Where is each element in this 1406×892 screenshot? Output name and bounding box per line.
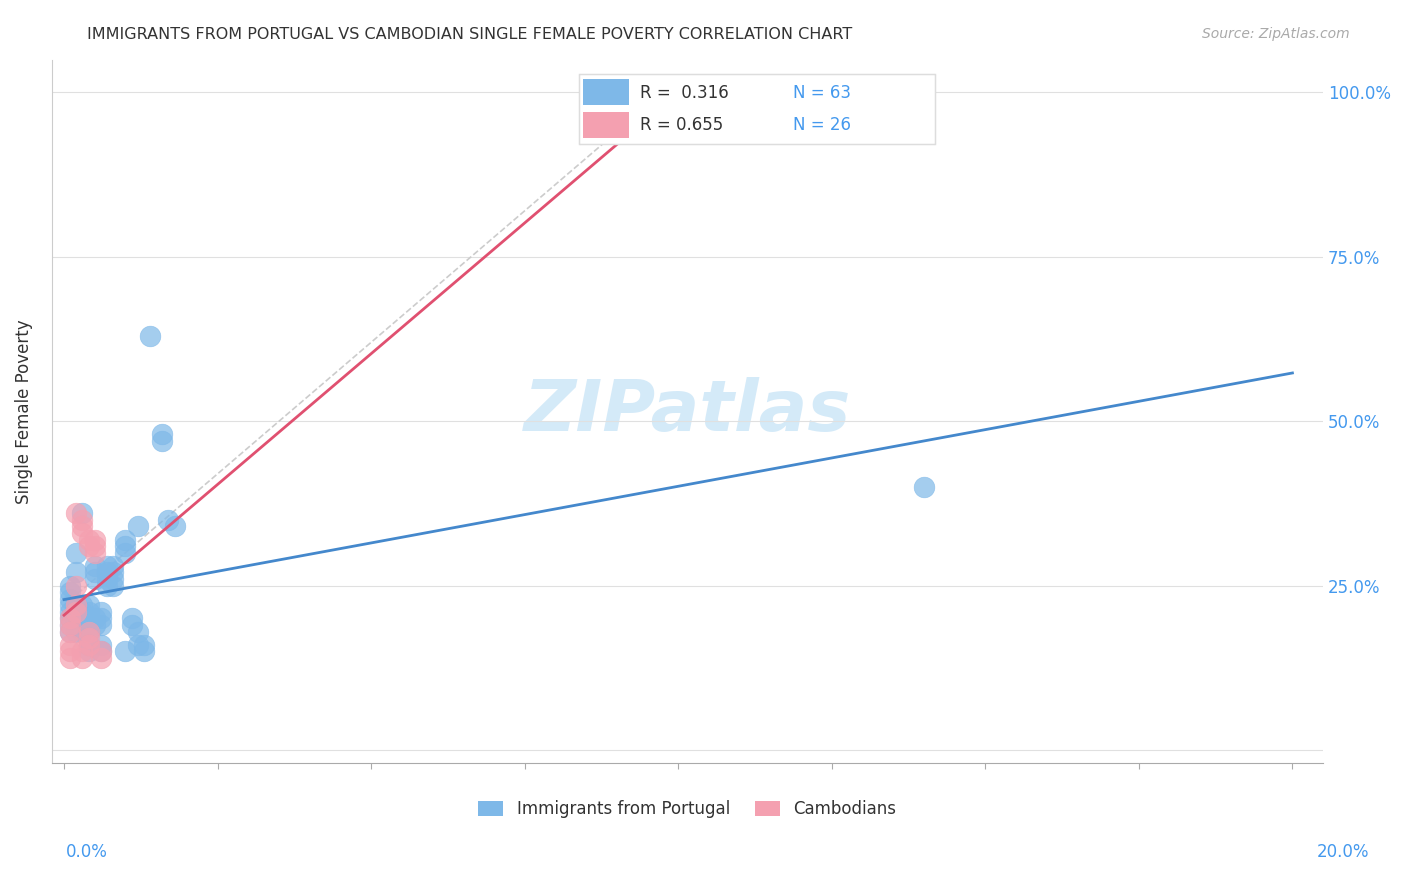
Point <box>150 434 173 448</box>
Point <box>72 624 94 639</box>
Point <box>77 618 100 632</box>
Point <box>65 624 87 639</box>
Point <box>114 644 136 658</box>
Point <box>90 651 112 665</box>
Point <box>912 480 935 494</box>
Point <box>96 566 118 580</box>
Point <box>65 611 87 625</box>
Point <box>83 539 105 553</box>
Point <box>101 579 124 593</box>
Text: Source: ZipAtlas.com: Source: ZipAtlas.com <box>1202 27 1350 41</box>
Point <box>65 579 87 593</box>
Point <box>59 644 82 658</box>
Point <box>77 611 100 625</box>
Point <box>83 558 105 573</box>
Point <box>101 558 124 573</box>
Point <box>127 519 149 533</box>
Point <box>72 618 94 632</box>
Point <box>114 533 136 547</box>
Point <box>59 605 82 619</box>
Point <box>59 585 82 599</box>
Point <box>90 611 112 625</box>
Point <box>127 638 149 652</box>
Point <box>77 539 100 553</box>
Point <box>77 631 100 645</box>
Text: 20.0%: 20.0% <box>1316 843 1369 861</box>
Point <box>90 605 112 619</box>
Point <box>72 599 94 613</box>
Point <box>101 566 124 580</box>
Point <box>72 644 94 658</box>
Point <box>90 644 112 658</box>
Point <box>77 644 100 658</box>
Point <box>132 638 155 652</box>
Point <box>114 546 136 560</box>
Point <box>72 611 94 625</box>
Point <box>83 566 105 580</box>
Point <box>59 638 82 652</box>
Point <box>59 618 82 632</box>
Text: ZIPatlas: ZIPatlas <box>524 376 851 446</box>
Point <box>101 572 124 586</box>
Text: 0.0%: 0.0% <box>66 843 108 861</box>
Point <box>121 618 143 632</box>
Point <box>150 427 173 442</box>
Point <box>83 546 105 560</box>
Point <box>59 651 82 665</box>
Point <box>121 611 143 625</box>
Point <box>114 539 136 553</box>
Point <box>59 591 82 606</box>
Point <box>59 624 82 639</box>
Point <box>132 644 155 658</box>
Point <box>72 526 94 541</box>
Text: IMMIGRANTS FROM PORTUGAL VS CAMBODIAN SINGLE FEMALE POVERTY CORRELATION CHART: IMMIGRANTS FROM PORTUGAL VS CAMBODIAN SI… <box>87 27 852 42</box>
Point <box>637 112 659 126</box>
Point <box>127 624 149 639</box>
Point <box>77 638 100 652</box>
Point <box>72 513 94 527</box>
Point <box>90 638 112 652</box>
Point <box>72 605 94 619</box>
Point <box>163 519 186 533</box>
Point <box>59 618 82 632</box>
Point <box>65 599 87 613</box>
Point <box>59 611 82 625</box>
Point <box>83 618 105 632</box>
Point <box>139 328 162 343</box>
Point <box>72 506 94 520</box>
Y-axis label: Single Female Poverty: Single Female Poverty <box>15 319 32 504</box>
Point <box>96 579 118 593</box>
Point <box>157 513 180 527</box>
Point <box>77 533 100 547</box>
Point <box>96 572 118 586</box>
Point <box>83 572 105 586</box>
Point <box>65 605 87 619</box>
Point <box>65 605 87 619</box>
Legend: Immigrants from Portugal, Cambodians: Immigrants from Portugal, Cambodians <box>472 794 903 825</box>
Point <box>59 579 82 593</box>
Point <box>77 605 100 619</box>
Point <box>77 599 100 613</box>
Point <box>96 558 118 573</box>
Point <box>83 533 105 547</box>
Point <box>65 599 87 613</box>
Point <box>77 638 100 652</box>
Point <box>59 624 82 639</box>
Point <box>65 618 87 632</box>
Point <box>77 624 100 639</box>
Point <box>90 618 112 632</box>
Point <box>72 519 94 533</box>
Point <box>65 566 87 580</box>
Point <box>65 546 87 560</box>
Point <box>83 611 105 625</box>
Point <box>65 506 87 520</box>
Point <box>77 624 100 639</box>
Point <box>59 611 82 625</box>
Point <box>90 644 112 658</box>
Point <box>59 599 82 613</box>
Point <box>72 651 94 665</box>
